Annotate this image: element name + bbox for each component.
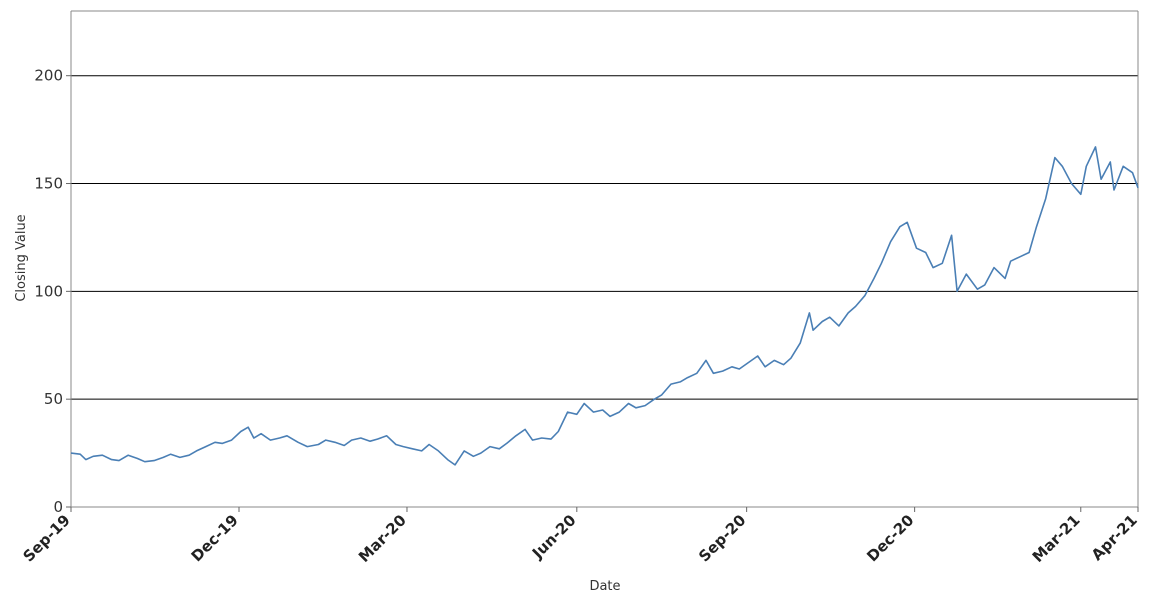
series-line-0 <box>70 146 1139 466</box>
y-axis-ticks: 0 50 100 150 200 <box>34 67 71 516</box>
y-tick-label: 100 <box>34 282 63 300</box>
y-tick-label: 200 <box>34 67 63 85</box>
plot-frame <box>70 10 1139 508</box>
gridlines <box>71 75 1138 400</box>
y-tick-label: 150 <box>34 175 63 193</box>
y-tick-label: 50 <box>44 390 63 408</box>
y-tick-label: 0 <box>53 498 63 516</box>
y-axis-title: Closing Value <box>14 214 29 301</box>
series-layer <box>70 146 1139 466</box>
x-axis-title: Date <box>589 579 620 594</box>
